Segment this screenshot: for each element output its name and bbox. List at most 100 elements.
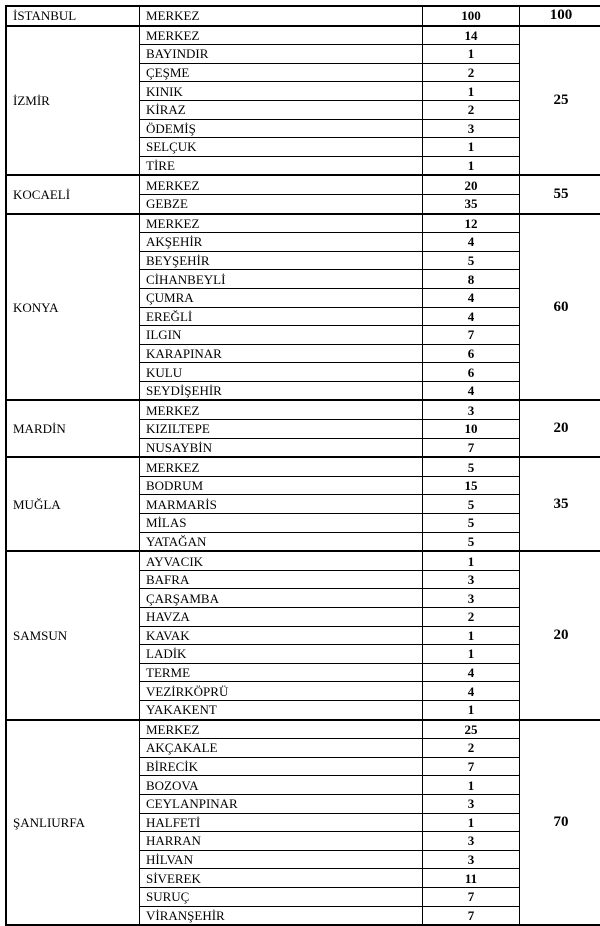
district-count-cell: 8 <box>423 270 520 289</box>
district-cell: HARRAN <box>140 832 423 851</box>
district-count-cell: 7 <box>423 906 520 925</box>
district-cell: MERKEZ <box>140 6 423 26</box>
district-cell: HİLVAN <box>140 850 423 869</box>
district-count-cell: 4 <box>423 288 520 307</box>
district-count-cell: 20 <box>423 175 520 194</box>
province-cell: İSTANBUL <box>6 6 140 26</box>
district-count-cell: 2 <box>423 100 520 119</box>
district-cell: BAFRA <box>140 570 423 589</box>
district-count-cell: 2 <box>423 63 520 82</box>
district-count-cell: 7 <box>423 887 520 906</box>
district-count-cell: 4 <box>423 663 520 682</box>
district-cell: SELÇUK <box>140 138 423 157</box>
district-cell: MERKEZ <box>140 400 423 419</box>
province-total-cell: 70 <box>520 720 600 926</box>
province-cell: MUĞLA <box>6 457 140 551</box>
district-cell: BOZOVA <box>140 776 423 795</box>
district-count-cell: 4 <box>423 682 520 701</box>
province-cell: SAMSUN <box>6 551 140 719</box>
province-cell: KONYA <box>6 214 140 401</box>
district-cell: YATAĞAN <box>140 532 423 551</box>
district-cell: AYVACIK <box>140 551 423 570</box>
district-cell: SİVEREK <box>140 869 423 888</box>
province-cell: İZMİR <box>6 26 140 176</box>
district-count-cell: 6 <box>423 344 520 363</box>
district-cell: CEYLANPINAR <box>140 794 423 813</box>
district-count-cell: 7 <box>423 438 520 457</box>
district-cell: MERKEZ <box>140 720 423 739</box>
district-cell: BİRECİK <box>140 757 423 776</box>
district-count-cell: 1 <box>423 700 520 719</box>
district-count-cell: 3 <box>423 832 520 851</box>
district-count-cell: 3 <box>423 794 520 813</box>
district-count-cell: 14 <box>423 26 520 45</box>
district-count-cell: 4 <box>423 381 520 400</box>
district-cell: AKÇAKALE <box>140 739 423 758</box>
district-cell: NUSAYBİN <box>140 438 423 457</box>
province-total-cell: 35 <box>520 457 600 551</box>
district-cell: BEYŞEHİR <box>140 251 423 270</box>
district-cell: ÇEŞME <box>140 63 423 82</box>
province-cell: MARDİN <box>6 400 140 457</box>
district-cell: GEBZE <box>140 194 423 213</box>
province-total-cell: 20 <box>520 551 600 719</box>
district-cell: ÇARŞAMBA <box>140 589 423 608</box>
district-count-cell: 1 <box>423 45 520 64</box>
district-count-cell: 3 <box>423 589 520 608</box>
district-count-cell: 4 <box>423 307 520 326</box>
district-count-cell: 5 <box>423 532 520 551</box>
district-cell: TERME <box>140 663 423 682</box>
district-cell: HALFETİ <box>140 813 423 832</box>
district-count-cell: 1 <box>423 813 520 832</box>
province-cell: KOCAELİ <box>6 175 140 213</box>
district-cell: ÇUMRA <box>140 288 423 307</box>
district-cell: VEZİRKÖPRÜ <box>140 682 423 701</box>
district-count-cell: 3 <box>423 570 520 589</box>
district-count-cell: 5 <box>423 251 520 270</box>
district-count-cell: 11 <box>423 869 520 888</box>
district-cell: MERKEZ <box>140 457 423 476</box>
district-count-cell: 12 <box>423 214 520 233</box>
district-cell: VİRANŞEHİR <box>140 906 423 925</box>
district-count-cell: 1 <box>423 82 520 101</box>
province-total-cell: 60 <box>520 214 600 401</box>
district-cell: TİRE <box>140 156 423 175</box>
district-count-cell: 25 <box>423 720 520 739</box>
district-cell: BAYINDIR <box>140 45 423 64</box>
district-count-cell: 1 <box>423 138 520 157</box>
district-cell: ILGIN <box>140 326 423 345</box>
district-cell: SURUÇ <box>140 887 423 906</box>
district-cell: CİHANBEYLİ <box>140 270 423 289</box>
district-count-cell: 5 <box>423 514 520 533</box>
district-cell: KİRAZ <box>140 100 423 119</box>
district-count-cell: 5 <box>423 495 520 514</box>
district-count-cell: 10 <box>423 420 520 439</box>
province-total-cell: 20 <box>520 400 600 457</box>
district-cell: SEYDİŞEHİR <box>140 381 423 400</box>
district-cell: BODRUM <box>140 476 423 495</box>
district-cell: KARAPINAR <box>140 344 423 363</box>
district-cell: AKŞEHİR <box>140 233 423 252</box>
district-cell: YAKAKENT <box>140 700 423 719</box>
district-count-cell: 1 <box>423 626 520 645</box>
district-cell: MERKEZ <box>140 214 423 233</box>
district-count-cell: 1 <box>423 156 520 175</box>
district-count-cell: 1 <box>423 776 520 795</box>
district-cell: HAVZA <box>140 608 423 627</box>
district-count-cell: 2 <box>423 739 520 758</box>
district-count-cell: 7 <box>423 757 520 776</box>
district-count-cell: 7 <box>423 326 520 345</box>
district-count-cell: 15 <box>423 476 520 495</box>
district-cell: MARMARİS <box>140 495 423 514</box>
district-cell: EREĞLİ <box>140 307 423 326</box>
district-count-cell: 35 <box>423 194 520 213</box>
